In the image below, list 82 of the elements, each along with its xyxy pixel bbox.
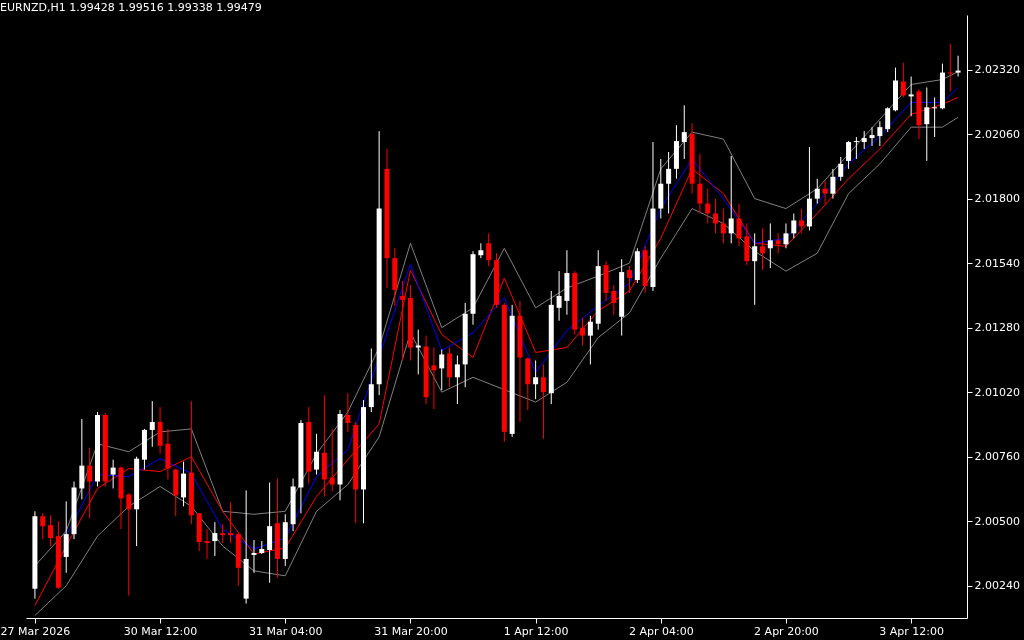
candlestick: [149, 400, 155, 448]
candlestick: [556, 270, 562, 322]
candlestick: [760, 227, 765, 271]
candlestick: [79, 418, 85, 500]
candlestick: [212, 521, 218, 557]
candlestick: [908, 76, 914, 117]
candlestick: [40, 512, 46, 540]
candlestick: [830, 168, 836, 200]
candlestick: [368, 348, 374, 413]
candlestick: [947, 43, 953, 92]
y-tick-label: 2.00760: [974, 450, 1020, 464]
candlestick: [705, 188, 711, 224]
chart-title: EURNZD,H1 1.99428 1.99516 1.99338 1.99479: [0, 1, 262, 14]
candlestick: [799, 208, 805, 234]
candlestick: [932, 96, 938, 138]
candlestick: [627, 265, 632, 294]
candlestick: [533, 359, 539, 400]
candlestick: [924, 86, 930, 162]
candlestick: [228, 501, 233, 544]
candlestick: [48, 514, 54, 547]
candlestick: [486, 232, 492, 267]
candlestick: [431, 347, 437, 410]
candlestick: [728, 155, 734, 244]
candlestick: [713, 198, 719, 234]
x-tick-label: 30 Mar 12:00: [123, 624, 198, 638]
candlestick: [251, 539, 257, 574]
candlestick: [775, 232, 781, 254]
candlestick: [877, 120, 883, 147]
candlestick: [900, 62, 906, 98]
candlestick: [63, 500, 69, 574]
x-tick-label: 1 Apr 12:00: [503, 624, 569, 638]
candlestick: [838, 156, 844, 182]
candlestick: [846, 140, 852, 170]
candlestick: [314, 433, 320, 476]
candlestick: [869, 126, 875, 147]
y-tick-label: 2.00240: [974, 579, 1020, 593]
candlestick: [454, 354, 460, 405]
candlestick: [767, 222, 773, 269]
candlestick: [611, 284, 617, 316]
y-tick-label: 2.01540: [974, 256, 1020, 270]
candlestick: [87, 447, 93, 519]
y-tick-label: 2.01800: [974, 192, 1020, 206]
x-tick-label: 2 Apr 04:00: [628, 624, 694, 638]
candlestick: [220, 523, 226, 544]
x-tick-label: 3 Apr 12:00: [879, 624, 945, 638]
candlestick: [697, 153, 703, 215]
candlestick: [587, 315, 593, 365]
candlestick: [204, 528, 210, 560]
candlestick: [447, 347, 453, 388]
candlestick: [885, 106, 891, 133]
candlestick: [345, 392, 351, 433]
candlestick: [157, 406, 163, 455]
candlestick: [415, 329, 421, 375]
candlestick: [666, 151, 672, 215]
candlestick: [580, 317, 586, 347]
candlestick: [752, 232, 758, 306]
candlestick: [181, 461, 187, 507]
candlestick: [822, 180, 828, 205]
candlestick: [126, 492, 132, 597]
y-tick-label: 2.00500: [974, 514, 1020, 528]
y-tick-label: 2.02060: [974, 127, 1020, 141]
candlestick: [814, 178, 820, 205]
y-tick-label: 2.01020: [974, 385, 1020, 399]
candlestick: [478, 242, 484, 259]
candlestick: [540, 363, 546, 440]
candlestick: [791, 213, 797, 239]
candlestick: [955, 55, 961, 78]
candlestick: [110, 459, 116, 489]
y-tick-label: 2.01280: [974, 321, 1020, 335]
candlestick: [267, 482, 273, 584]
x-tick-label: 31 Mar 20:00: [374, 624, 448, 638]
candlestick: [400, 280, 406, 361]
candlestick: [439, 349, 445, 391]
candlestick: [681, 104, 687, 160]
y-tick-label: 2.02320: [974, 63, 1020, 77]
x-tick-label: 2 Apr 20:00: [754, 624, 819, 638]
candlestick: [853, 136, 859, 160]
candlestick: [736, 203, 742, 247]
x-tick-label: 27 Mar 2026: [0, 624, 71, 638]
x-tick-label: 31 Mar 04:00: [249, 624, 323, 638]
candlestick: [783, 222, 789, 249]
candlestick: [720, 208, 726, 244]
